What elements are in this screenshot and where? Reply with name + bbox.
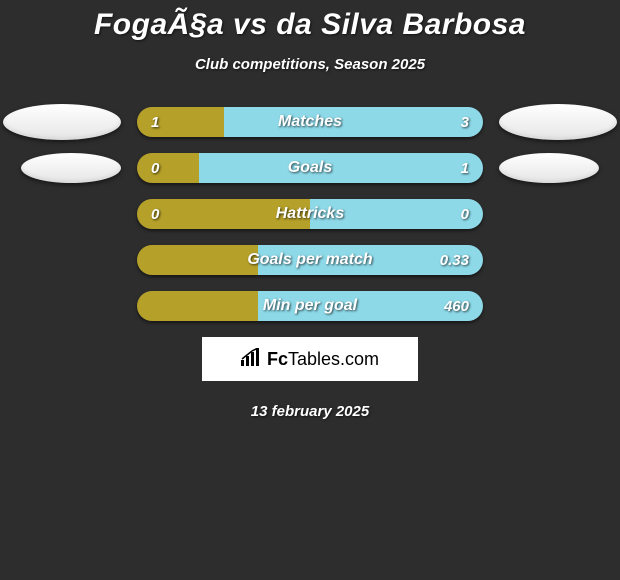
page-title: FogaÃ§a vs da Silva Barbosa bbox=[0, 8, 620, 42]
logo-inner: FcTables.com bbox=[241, 348, 379, 371]
badge-spacer bbox=[483, 260, 617, 261]
stat-row: 460Min per goal bbox=[0, 291, 620, 321]
logo-part-c: .com bbox=[340, 349, 379, 369]
stat-row: 0.33Goals per match bbox=[0, 245, 620, 275]
team-badge-right bbox=[499, 153, 599, 183]
comparison-widget: FogaÃ§a vs da Silva Barbosa Club competi… bbox=[0, 0, 620, 420]
subtitle: Club competitions, Season 2025 bbox=[0, 56, 620, 73]
badge-spacer bbox=[483, 306, 617, 307]
team-badge-left bbox=[21, 153, 121, 183]
stat-label: Matches bbox=[137, 107, 483, 137]
stat-label: Goals bbox=[137, 153, 483, 183]
team-badge-left bbox=[3, 104, 121, 140]
stat-label: Hattricks bbox=[137, 199, 483, 229]
team-badge-right bbox=[499, 104, 617, 140]
stat-bar: 460Min per goal bbox=[137, 291, 483, 321]
stats-block: 13Matches 01Goals 00Hattricks 0.33Goals per… bbox=[0, 107, 620, 321]
badge-spacer bbox=[3, 214, 137, 215]
stat-row: 00Hattricks bbox=[0, 199, 620, 229]
logo-box[interactable]: FcTables.com bbox=[202, 337, 418, 381]
badge-spacer bbox=[3, 260, 137, 261]
badge-spacer bbox=[3, 306, 137, 307]
stat-bar: 0.33Goals per match bbox=[137, 245, 483, 275]
footer-date: 13 february 2025 bbox=[0, 403, 620, 420]
stat-bar: 01Goals bbox=[137, 153, 483, 183]
logo-part-b: Tables bbox=[288, 349, 340, 369]
logo-chart-icon bbox=[241, 348, 263, 371]
logo-part-a: Fc bbox=[267, 349, 288, 369]
stat-bar: 13Matches bbox=[137, 107, 483, 137]
logo-text: FcTables.com bbox=[267, 349, 379, 370]
badge-spacer bbox=[483, 214, 617, 215]
stat-label: Goals per match bbox=[137, 245, 483, 275]
stat-row: 01Goals bbox=[0, 153, 620, 183]
stat-row: 13Matches bbox=[0, 107, 620, 137]
stat-label: Min per goal bbox=[137, 291, 483, 321]
stat-bar: 00Hattricks bbox=[137, 199, 483, 229]
